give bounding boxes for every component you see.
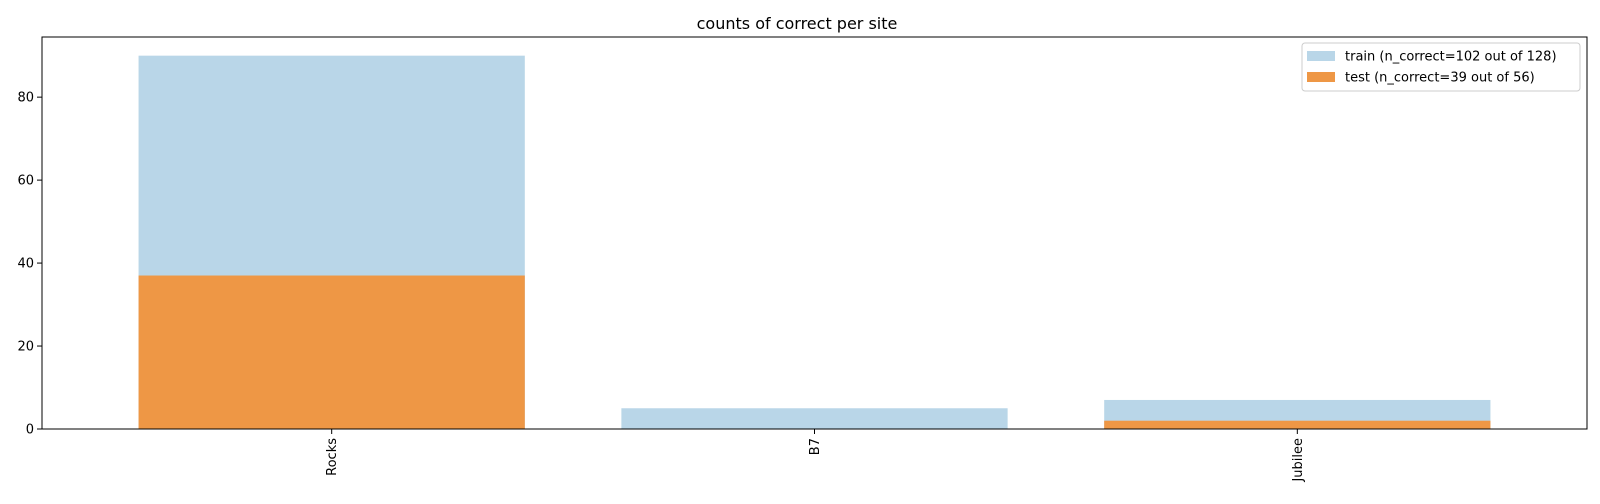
x-axis: Rocks B7 Jubilee	[325, 429, 1306, 483]
legend: train (n_correct=102 out of 128) test (n_…	[1301, 42, 1581, 92]
chart-title: counts of correct per site	[697, 14, 898, 33]
bars-layer	[138, 55, 1491, 430]
legend-swatch-test	[1307, 72, 1335, 82]
y-tick-label: 0	[26, 423, 34, 438]
legend-label-train: train (n_correct=102 out of 128)	[1345, 50, 1557, 65]
legend-swatch-train	[1307, 51, 1335, 61]
y-tick-label: 80	[17, 91, 34, 106]
y-tick-label: 20	[17, 340, 34, 355]
legend-label-test: test (n_correct=39 out of 56)	[1345, 71, 1535, 86]
y-axis: 0 20 40 60 80	[17, 91, 42, 438]
legend-box	[1301, 42, 1581, 92]
bar-test-rocks	[138, 275, 525, 429]
y-tick-label: 40	[17, 257, 34, 272]
x-tick-label: B7	[808, 438, 823, 455]
x-tick-label: Rocks	[325, 438, 340, 476]
bar-train-b7	[621, 408, 1008, 429]
bar-test-jubilee	[1104, 420, 1491, 429]
y-tick-label: 60	[17, 174, 34, 189]
x-tick-label: Jubilee	[1291, 438, 1306, 483]
